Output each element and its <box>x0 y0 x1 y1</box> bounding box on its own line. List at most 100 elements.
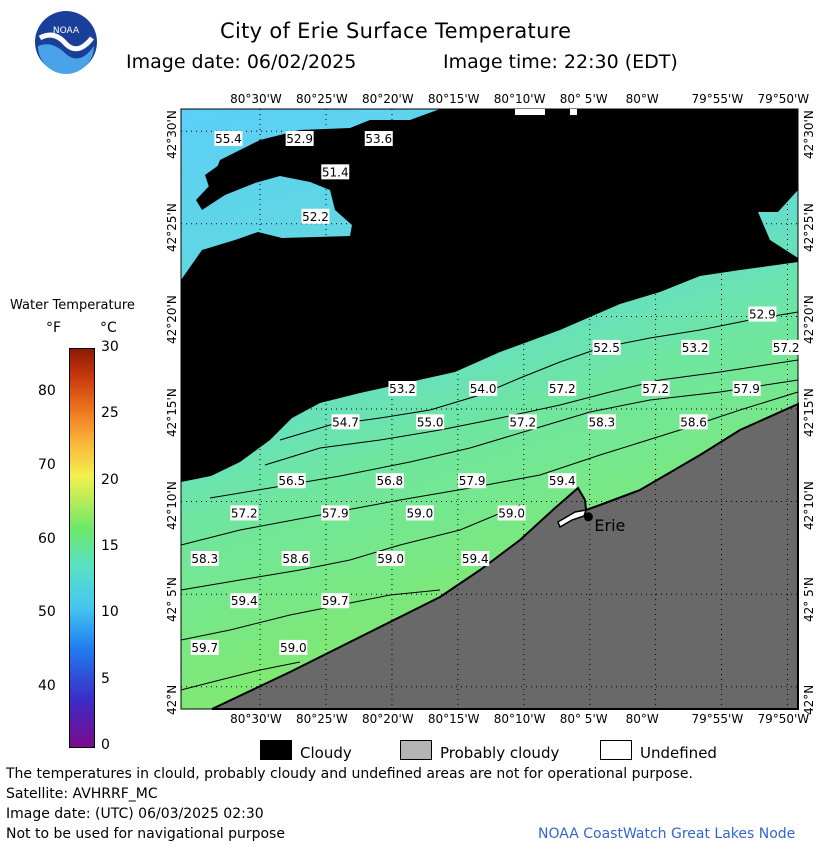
temperature-label: 57.2 <box>641 381 670 396</box>
noaa-logo-icon: NOAA <box>35 11 97 74</box>
footer-credit[interactable]: NOAA CoastWatch Great Lakes Node <box>538 826 796 842</box>
temperature-value: 58.3 <box>191 552 218 566</box>
temperature-value: 51.4 <box>322 165 349 179</box>
temperature-label-bg <box>508 414 537 430</box>
temperature-label-bg <box>230 593 259 609</box>
noaa-logo: NOAA <box>34 10 98 74</box>
temperature-value: 58.3 <box>588 415 615 429</box>
celsius-tick-label: 20 <box>101 471 119 488</box>
longitude-label: 80°W <box>625 712 659 726</box>
longitude-label: 80°25'W <box>295 92 348 106</box>
temperature-value: 59.0 <box>407 506 434 520</box>
longitude-label: 80°20'W <box>361 712 414 726</box>
image-time: Image time: 22:30 (EDT) <box>443 51 678 73</box>
temperature-value: 57.9 <box>322 506 349 520</box>
temperature-value: 57.9 <box>459 474 486 488</box>
temperature-value: 53.6 <box>365 132 392 146</box>
temperature-value: 57.2 <box>773 341 800 355</box>
temperature-label: 59.0 <box>279 639 308 655</box>
temperature-label: 57.9 <box>732 381 761 396</box>
longitude-label: 80° 5'W <box>559 92 608 106</box>
temperature-label-bg <box>331 414 360 430</box>
temperature-value: 57.2 <box>509 415 536 429</box>
longitude-label: 80°25'W <box>295 712 348 726</box>
key-undefined-label: Undefined <box>640 744 717 762</box>
temperature-value: 54.0 <box>470 382 497 396</box>
temperature-value: 59.0 <box>498 506 525 520</box>
cloud-area <box>181 109 798 482</box>
temperature-value: 57.2 <box>642 382 669 396</box>
key-probably-cloudy-swatch <box>400 740 432 760</box>
latitude-label: 42° 5'N <box>802 577 816 623</box>
longitude-label: 80°10'W <box>493 712 546 726</box>
temperature-value: 52.9 <box>749 308 776 322</box>
temperature-label-bg <box>548 473 577 489</box>
temperature-value: 52.9 <box>286 132 313 146</box>
celsius-tick-label: 0 <box>101 737 110 753</box>
temperature-value: 57.2 <box>231 506 258 520</box>
fahrenheit-tick-label: 40 <box>38 678 56 695</box>
temperature-label: 58.6 <box>679 414 708 430</box>
temperature-value: 57.9 <box>733 382 760 396</box>
footer-image-date-utc: Image date: (UTC) 06/03/2025 02:30 <box>6 806 264 822</box>
temperature-label-bg <box>469 381 498 396</box>
temperature-label-bg <box>277 473 306 489</box>
legend-unit-c: °C <box>100 320 117 336</box>
temperature-label-bg <box>376 551 405 566</box>
temperature-label: 57.9 <box>458 473 487 489</box>
key-undefined-swatch <box>600 740 632 760</box>
legend-unit-f: °F <box>46 320 62 336</box>
temperature-value: 59.4 <box>462 552 489 566</box>
temperature-value: 58.6 <box>282 552 309 566</box>
temperature-label-bg <box>458 473 487 489</box>
key-probably-cloudy-label: Probably cloudy <box>440 744 560 762</box>
latitude-label: 42°30'N <box>165 110 179 160</box>
latitude-label: 42°20'N <box>802 295 816 345</box>
temperature-value: 56.5 <box>278 474 305 488</box>
key-cloudy-label: Cloudy <box>300 744 352 762</box>
temperature-label: 59.0 <box>405 505 434 521</box>
temperature-label-bg <box>461 551 490 566</box>
temperature-label: 59.4 <box>548 473 577 489</box>
image-date: Image date: 06/02/2025 <box>126 51 357 73</box>
latitude-label: 42°30'N <box>802 110 816 160</box>
temperature-label-bg <box>281 551 310 566</box>
temperature-label: 57.9 <box>321 505 350 521</box>
temperature-label: 52.9 <box>285 131 314 146</box>
longitude-label: 80°20'W <box>361 92 414 106</box>
celsius-tick-label: 25 <box>101 405 119 422</box>
temperature-label-bg <box>375 473 404 489</box>
temperature-label: 59.4 <box>230 593 259 609</box>
longitude-label: 80°W <box>625 92 659 106</box>
temperature-value: 59.0 <box>280 641 307 655</box>
temperature-value: 54.7 <box>332 415 359 429</box>
temperature-label: 55.0 <box>416 414 445 430</box>
latitude-label: 42° 5'N <box>165 577 179 623</box>
longitude-label: 80°15'W <box>427 712 480 726</box>
latitude-label: 42°25'N <box>165 202 179 252</box>
fahrenheit-tick-label: 80 <box>38 383 56 400</box>
longitude-label: 80°10'W <box>493 92 546 106</box>
longitude-label: 79°55'W <box>691 92 744 106</box>
latitude-label: 42°15'N <box>165 388 179 437</box>
temperature-value: 52.2 <box>302 210 329 224</box>
key-cloudy-swatch <box>260 740 292 760</box>
temperature-label: 51.4 <box>321 164 350 180</box>
temperature-label-bg <box>772 339 801 355</box>
temperature-label-bg <box>285 131 314 146</box>
temperature-value: 53.2 <box>682 341 709 355</box>
celsius-tick-label: 5 <box>101 670 110 687</box>
temperature-value: 59.4 <box>231 594 258 608</box>
temperature-label-bg <box>641 381 670 396</box>
temperature-label-bg <box>679 414 708 430</box>
temperature-value: 59.4 <box>549 474 576 488</box>
temperature-label: 59.4 <box>461 551 490 566</box>
longitude-label: 80° 5'W <box>559 712 608 726</box>
temperature-label: 59.0 <box>497 505 526 521</box>
temperature-value: 59.7 <box>322 594 349 608</box>
celsius-tick-label: 10 <box>101 604 119 621</box>
temperature-label-bg <box>321 505 350 521</box>
city-dot <box>583 512 593 522</box>
temperature-label: 54.0 <box>469 381 498 396</box>
temperature-label: 59.7 <box>190 639 219 655</box>
